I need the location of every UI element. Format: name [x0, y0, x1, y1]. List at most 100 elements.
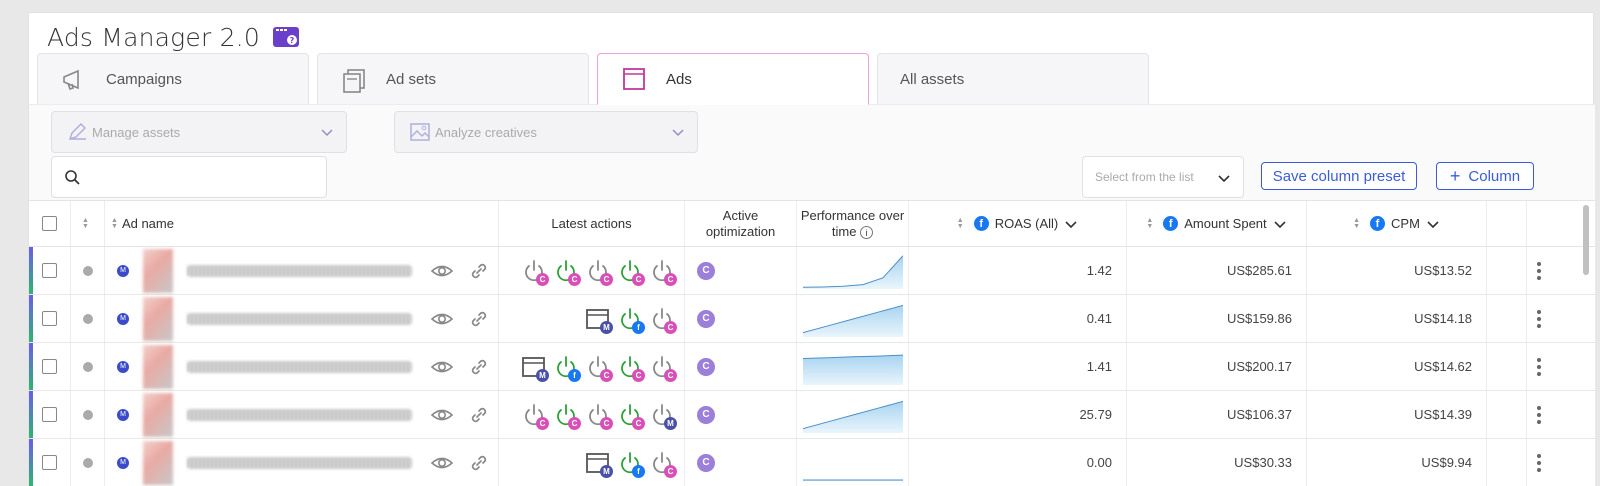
row-checkbox[interactable]	[42, 359, 57, 374]
add-column-button[interactable]: + Column	[1436, 162, 1534, 190]
vertical-scrollbar[interactable]	[1583, 205, 1589, 275]
power-icon[interactable]: C	[552, 257, 581, 286]
ad-name-redacted[interactable]	[187, 312, 412, 325]
optimization-badge[interactable]: C	[697, 357, 715, 376]
source-badge: f	[568, 368, 581, 382]
row-checkbox[interactable]	[42, 311, 57, 326]
link-icon[interactable]	[468, 452, 490, 474]
row-accent-bar	[29, 247, 33, 294]
ad-name-redacted[interactable]	[187, 360, 412, 373]
eye-icon[interactable]	[430, 259, 454, 283]
header-spacer	[1487, 201, 1527, 246]
header-status[interactable]: ▲ ▼	[71, 201, 105, 246]
search-input[interactable]	[51, 156, 327, 198]
header-cpm[interactable]: ▲ ▼ f CPM	[1307, 201, 1487, 246]
eye-icon[interactable]	[430, 307, 454, 331]
ad-thumbnail[interactable]	[143, 440, 173, 485]
ad-thumbnail[interactable]	[143, 392, 173, 437]
row-accent-bar	[29, 439, 33, 486]
power-icon[interactable]: C	[520, 401, 549, 430]
table-header: ▲ ▼ ▲ ▼ Ad name Latest actions Active optimi…	[29, 200, 1595, 247]
kebab-menu-icon[interactable]	[1537, 453, 1541, 472]
power-icon[interactable]: C	[648, 305, 677, 334]
optimization-badge[interactable]: C	[697, 261, 715, 280]
tab-all-assets[interactable]: All assets	[877, 53, 1149, 105]
header-ad-name[interactable]: ▲ ▼ Ad name	[105, 201, 499, 246]
chevron-down-icon[interactable]	[1426, 217, 1440, 231]
ad-thumbnail[interactable]	[143, 344, 173, 389]
tab-campaigns[interactable]: Campaigns	[37, 53, 309, 105]
header-roas-label: ROAS (All)	[994, 215, 1059, 231]
eye-icon[interactable]	[430, 403, 454, 427]
page-title: Ads Manager 2.0	[47, 22, 260, 52]
kebab-menu-icon[interactable]	[1537, 261, 1541, 280]
power-icon[interactable]: C	[648, 449, 677, 478]
ad-preview-icon[interactable]: M	[584, 305, 613, 334]
preset-select[interactable]: Select from the list	[1082, 156, 1244, 198]
row-checkbox[interactable]	[42, 407, 57, 422]
row-checkbox[interactable]	[42, 263, 57, 278]
ad-name-redacted[interactable]	[187, 456, 412, 469]
power-icon[interactable]: f	[616, 305, 645, 334]
power-icon[interactable]: C	[552, 401, 581, 430]
ad-name-redacted[interactable]	[187, 408, 412, 421]
facebook-icon: f	[1163, 216, 1179, 231]
optimization-badge[interactable]: C	[697, 309, 715, 328]
power-icon[interactable]: M	[648, 401, 677, 430]
kebab-menu-icon[interactable]	[1537, 357, 1541, 376]
ad-thumbnail[interactable]	[143, 296, 173, 341]
power-icon[interactable]: C	[648, 353, 677, 382]
eye-icon[interactable]	[430, 451, 454, 475]
select-all-checkbox[interactable]	[42, 216, 57, 231]
ad-preview-icon[interactable]: M	[584, 449, 613, 478]
power-icon[interactable]: C	[616, 257, 645, 286]
plus-icon: +	[1449, 165, 1461, 186]
power-icon[interactable]: C	[584, 401, 613, 430]
power-icon[interactable]: C	[616, 353, 645, 382]
row-checkbox[interactable]	[42, 455, 57, 470]
sparkline-line	[802, 304, 903, 333]
power-icon[interactable]: C	[584, 257, 613, 286]
link-icon[interactable]	[468, 260, 490, 282]
ad-name-redacted[interactable]	[187, 264, 412, 277]
analyze-creatives-dropdown[interactable]: Analyze creatives	[394, 111, 698, 153]
header-performance: Performance over time i	[797, 201, 909, 246]
chevron-down-icon	[672, 129, 684, 137]
power-icon[interactable]: C	[616, 401, 645, 430]
power-icon[interactable]: f	[616, 449, 645, 478]
power-icon[interactable]: C	[520, 257, 549, 286]
help-window-icon[interactable]: ?	[272, 26, 300, 48]
source-badge: C	[536, 272, 549, 286]
info-icon[interactable]: i	[860, 226, 874, 239]
power-icon[interactable]: f	[552, 353, 581, 382]
link-icon[interactable]	[468, 356, 490, 378]
chevron-down-icon[interactable]	[1273, 217, 1287, 231]
tab-ads[interactable]: Ads	[597, 53, 869, 105]
eye-icon[interactable]	[430, 355, 454, 379]
kebab-menu-icon[interactable]	[1537, 405, 1541, 424]
ad-preview-icon[interactable]: M	[520, 353, 549, 382]
header-amount-spent[interactable]: ▲ ▼ f Amount Spent	[1127, 201, 1307, 246]
power-icon[interactable]: C	[584, 353, 613, 382]
status-cell	[71, 439, 105, 486]
tab-ad-sets[interactable]: Ad sets	[317, 53, 589, 105]
kebab-menu-icon[interactable]	[1537, 309, 1541, 328]
link-icon[interactable]	[468, 308, 490, 330]
optimization-badge[interactable]: C	[697, 405, 715, 424]
link-icon[interactable]	[468, 404, 490, 426]
ad-thumbnail[interactable]	[143, 248, 173, 293]
header-roas[interactable]: ▲ ▼ f ROAS (All)	[909, 201, 1127, 246]
table-row[interactable]: M C C C C M C 25.79 US$106.37 US$14.39	[29, 391, 1595, 439]
manage-assets-dropdown[interactable]: Manage assets	[51, 111, 347, 153]
optimization-badge[interactable]: C	[697, 453, 715, 472]
power-icon[interactable]: C	[648, 257, 677, 286]
chevron-down-icon[interactable]	[1064, 217, 1078, 231]
cpm-value: US$14.62	[1414, 359, 1472, 374]
source-badge: C	[632, 368, 645, 382]
header-ad-name-label: Ad name	[121, 215, 174, 231]
table-row[interactable]: M C C C C C C 1.42 US$285.61 US$13.52	[29, 247, 1595, 295]
save-column-preset-button[interactable]: Save column preset	[1261, 162, 1417, 190]
